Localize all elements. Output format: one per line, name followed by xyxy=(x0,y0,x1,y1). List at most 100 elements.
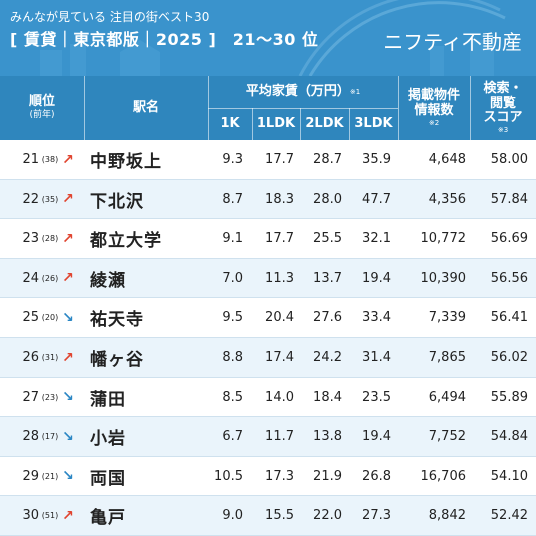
column-header-station: 駅名 xyxy=(132,99,159,115)
rank-number: 27 xyxy=(22,389,39,405)
rent-3ldk: 27.3 xyxy=(362,508,391,524)
search-score: 54.10 xyxy=(490,468,528,484)
station-name: 亀戸 xyxy=(90,508,126,529)
listing-count: 4,356 xyxy=(428,191,466,207)
count-header-line1: 掲載物件 xyxy=(407,88,460,104)
table-row: 22 (35) ↗ 下北沢 8.7 18.3 28.0 47.7 4,356 5… xyxy=(0,179,536,220)
rent-header-label: 平均家賃（万円） xyxy=(245,83,350,99)
rent-1k: 9.1 xyxy=(222,231,243,247)
rent-3ldk: 33.4 xyxy=(362,310,391,326)
rent-2ldk: 28.0 xyxy=(313,191,342,207)
previous-rank: (28) xyxy=(41,234,59,244)
count-note: ※2 xyxy=(428,118,440,127)
search-score: 55.89 xyxy=(490,389,528,405)
rank-number: 24 xyxy=(22,270,39,286)
rent-3ldk: 19.4 xyxy=(362,429,391,445)
previous-rank: (17) xyxy=(41,432,59,442)
brand-logo: ニフティ不動産 xyxy=(383,30,522,54)
rent-3ldk: 26.8 xyxy=(362,468,391,484)
station-name: 幡ヶ谷 xyxy=(90,350,144,370)
table-row: 23 (28) ↗ 都立大学 9.1 17.7 25.5 32.1 10,772… xyxy=(0,219,536,259)
column-header-1ldk: 1LDK xyxy=(256,115,296,131)
score-header-line3: スコア xyxy=(483,110,523,126)
ranking-table: 21 (38) ↗ 中野坂上 9.3 17.7 28.7 35.9 4,648 … xyxy=(0,140,536,536)
rent-1k: 8.7 xyxy=(222,191,243,207)
station-name: 綾瀬 xyxy=(90,270,126,291)
header-banner: みんなが見ている 注目の街ベスト30 [ 賃貸｜東京都版｜2025 ] 21〜3… xyxy=(0,0,536,76)
trend-up-icon: ↗ xyxy=(62,507,74,524)
table-row: 29 (21) ↘ 両国 10.5 17.3 21.9 26.8 16,706 … xyxy=(0,457,536,497)
column-header-rank: 順位 (前年) xyxy=(0,76,84,140)
rent-1k: 10.5 xyxy=(214,468,243,484)
rent-1k: 6.7 xyxy=(222,429,243,445)
rent-3ldk: 47.7 xyxy=(362,191,391,207)
rent-1k: 7.0 xyxy=(222,270,243,286)
header-divider xyxy=(84,76,85,140)
column-header-3ldk: 3LDK xyxy=(354,115,393,131)
rank-number: 25 xyxy=(22,310,39,326)
rent-1k: 9.5 xyxy=(222,310,243,326)
search-score: 56.69 xyxy=(490,231,528,247)
rent-2ldk: 13.7 xyxy=(313,270,342,286)
rent-1ldk: 17.7 xyxy=(265,152,294,167)
banner-title: [ 賃貸｜東京都版｜2025 ] 21〜30 位 xyxy=(10,30,319,49)
rent-1ldk: 17.7 xyxy=(265,231,294,247)
rent-3ldk: 32.1 xyxy=(362,231,391,247)
rent-1ldk: 11.3 xyxy=(265,270,294,286)
previous-rank: (23) xyxy=(41,392,59,402)
column-header-score: 検索・ 閲覧 スコア ※3 xyxy=(470,76,536,140)
rank-header-sublabel: (前年) xyxy=(29,110,55,121)
count-header-line2: 情報数 xyxy=(414,102,454,118)
rent-1ldk: 17.4 xyxy=(265,350,294,365)
search-score: 58.00 xyxy=(490,152,528,167)
listing-count: 6,494 xyxy=(428,389,466,405)
station-name: 都立大学 xyxy=(90,231,162,252)
rent-3ldk: 35.9 xyxy=(362,152,391,167)
rank-header-label: 順位 xyxy=(28,94,55,110)
listing-count: 10,772 xyxy=(420,231,467,247)
score-header-line1: 検索・ xyxy=(483,80,523,96)
rent-1k: 8.5 xyxy=(222,389,243,405)
banner-subtitle: みんなが見ている 注目の街ベスト30 xyxy=(10,10,210,24)
rent-1k: 9.3 xyxy=(222,152,243,167)
column-header-1k: 1K xyxy=(220,115,240,131)
table-row: 27 (23) ↘ 蒲田 8.5 14.0 18.4 23.5 6,494 55… xyxy=(0,378,536,418)
previous-rank: (38) xyxy=(41,155,59,164)
column-header-count: 掲載物件 情報数 ※2 xyxy=(398,76,470,140)
trend-down-icon: ↘ xyxy=(62,428,74,445)
rank-number: 29 xyxy=(22,468,39,484)
rent-1ldk: 17.3 xyxy=(265,468,294,484)
rank-number: 28 xyxy=(22,429,39,445)
listing-count: 7,339 xyxy=(428,310,466,326)
search-score: 56.41 xyxy=(490,310,528,326)
header-divider xyxy=(300,108,301,140)
trend-down-icon: ↘ xyxy=(62,309,74,326)
header-divider xyxy=(470,76,471,140)
header-divider xyxy=(349,108,350,140)
listing-count: 4,648 xyxy=(428,152,466,167)
listing-count: 16,706 xyxy=(420,468,467,484)
rent-1ldk: 20.4 xyxy=(265,310,294,326)
rent-2ldk: 18.4 xyxy=(313,389,342,405)
trend-down-icon: ↘ xyxy=(62,468,74,485)
previous-rank: (20) xyxy=(41,313,59,323)
rent-2ldk: 22.0 xyxy=(313,508,342,524)
table-row: 28 (17) ↘ 小岩 6.7 11.7 13.8 19.4 7,752 54… xyxy=(0,417,536,457)
previous-rank: (21) xyxy=(41,471,59,481)
table-row: 21 (38) ↗ 中野坂上 9.3 17.7 28.7 35.9 4,648 … xyxy=(0,140,536,180)
score-note: ※3 xyxy=(497,126,509,135)
station-name: 蒲田 xyxy=(90,389,126,410)
rent-1ldk: 18.3 xyxy=(265,191,294,207)
trend-up-icon: ↗ xyxy=(62,349,74,366)
search-score: 56.02 xyxy=(490,350,528,365)
header-divider xyxy=(252,108,253,140)
rent-2ldk: 13.8 xyxy=(313,429,342,445)
station-name: 両国 xyxy=(90,468,126,489)
rent-1ldk: 15.5 xyxy=(265,508,294,524)
trend-down-icon: ↘ xyxy=(62,389,74,406)
rent-1k: 9.0 xyxy=(222,508,243,524)
search-score: 54.84 xyxy=(490,429,528,445)
search-score: 52.42 xyxy=(490,508,528,524)
listing-count: 7,865 xyxy=(428,350,466,365)
rank-number: 30 xyxy=(22,508,39,524)
